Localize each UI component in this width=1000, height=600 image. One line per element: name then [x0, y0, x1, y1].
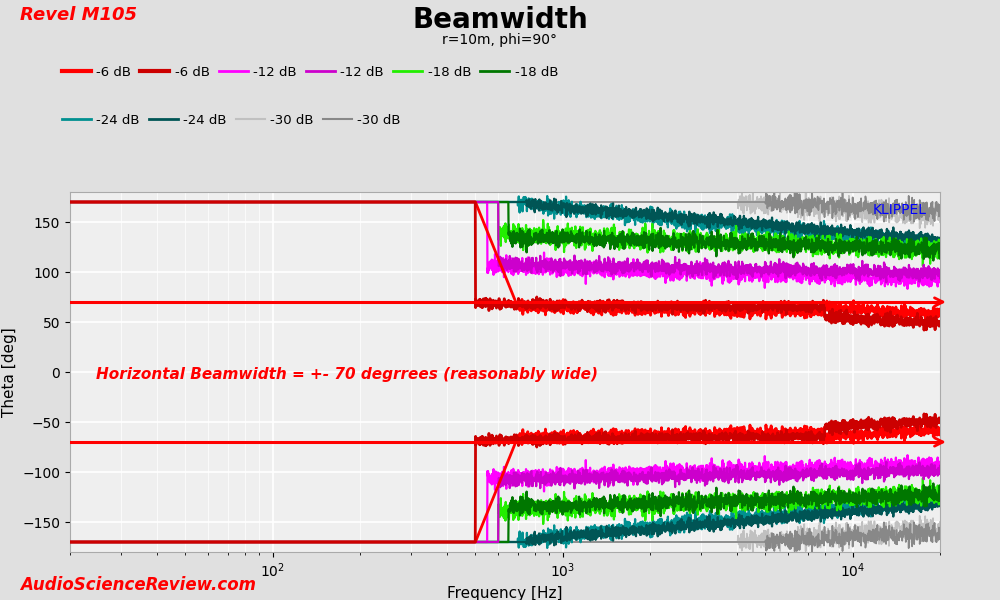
Text: AudioScienceReview.com: AudioScienceReview.com: [20, 576, 256, 594]
Text: Revel M105: Revel M105: [20, 6, 137, 24]
Legend: -6 dB, -6 dB, -12 dB, -12 dB, -18 dB, -18 dB: -6 dB, -6 dB, -12 dB, -12 dB, -18 dB, -1…: [57, 61, 563, 84]
X-axis label: Frequency [Hz]: Frequency [Hz]: [447, 586, 563, 600]
Legend: -24 dB, -24 dB, -30 dB, -30 dB: -24 dB, -24 dB, -30 dB, -30 dB: [57, 109, 406, 132]
Text: Horizontal Beamwidth = +- 70 degrrees (reasonably wide): Horizontal Beamwidth = +- 70 degrrees (r…: [96, 367, 598, 382]
Text: Beamwidth: Beamwidth: [412, 6, 588, 34]
Y-axis label: Theta [deg]: Theta [deg]: [2, 327, 17, 417]
Text: r=10m, phi=90°: r=10m, phi=90°: [442, 33, 558, 47]
Text: KLIPPEL: KLIPPEL: [873, 203, 927, 217]
